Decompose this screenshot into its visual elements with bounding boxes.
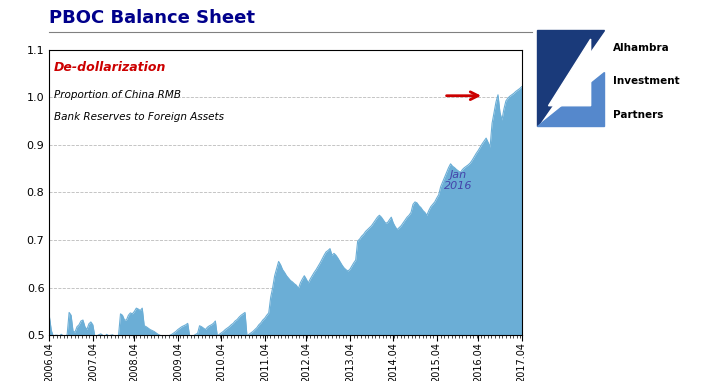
Polygon shape [548, 39, 591, 106]
Text: PBOC Balance Sheet: PBOC Balance Sheet [49, 9, 255, 27]
Text: Jan
2016: Jan 2016 [444, 170, 472, 191]
Text: De-dollarization: De-dollarization [54, 61, 166, 74]
Polygon shape [537, 72, 603, 126]
Text: Investment: Investment [613, 77, 680, 86]
Text: Alhambra: Alhambra [613, 43, 670, 53]
Polygon shape [537, 30, 603, 126]
Text: Proportion of China RMB: Proportion of China RMB [54, 90, 181, 99]
Text: Partners: Partners [613, 110, 663, 120]
Text: Bank Reserves to Foreign Assets: Bank Reserves to Foreign Assets [54, 112, 224, 122]
